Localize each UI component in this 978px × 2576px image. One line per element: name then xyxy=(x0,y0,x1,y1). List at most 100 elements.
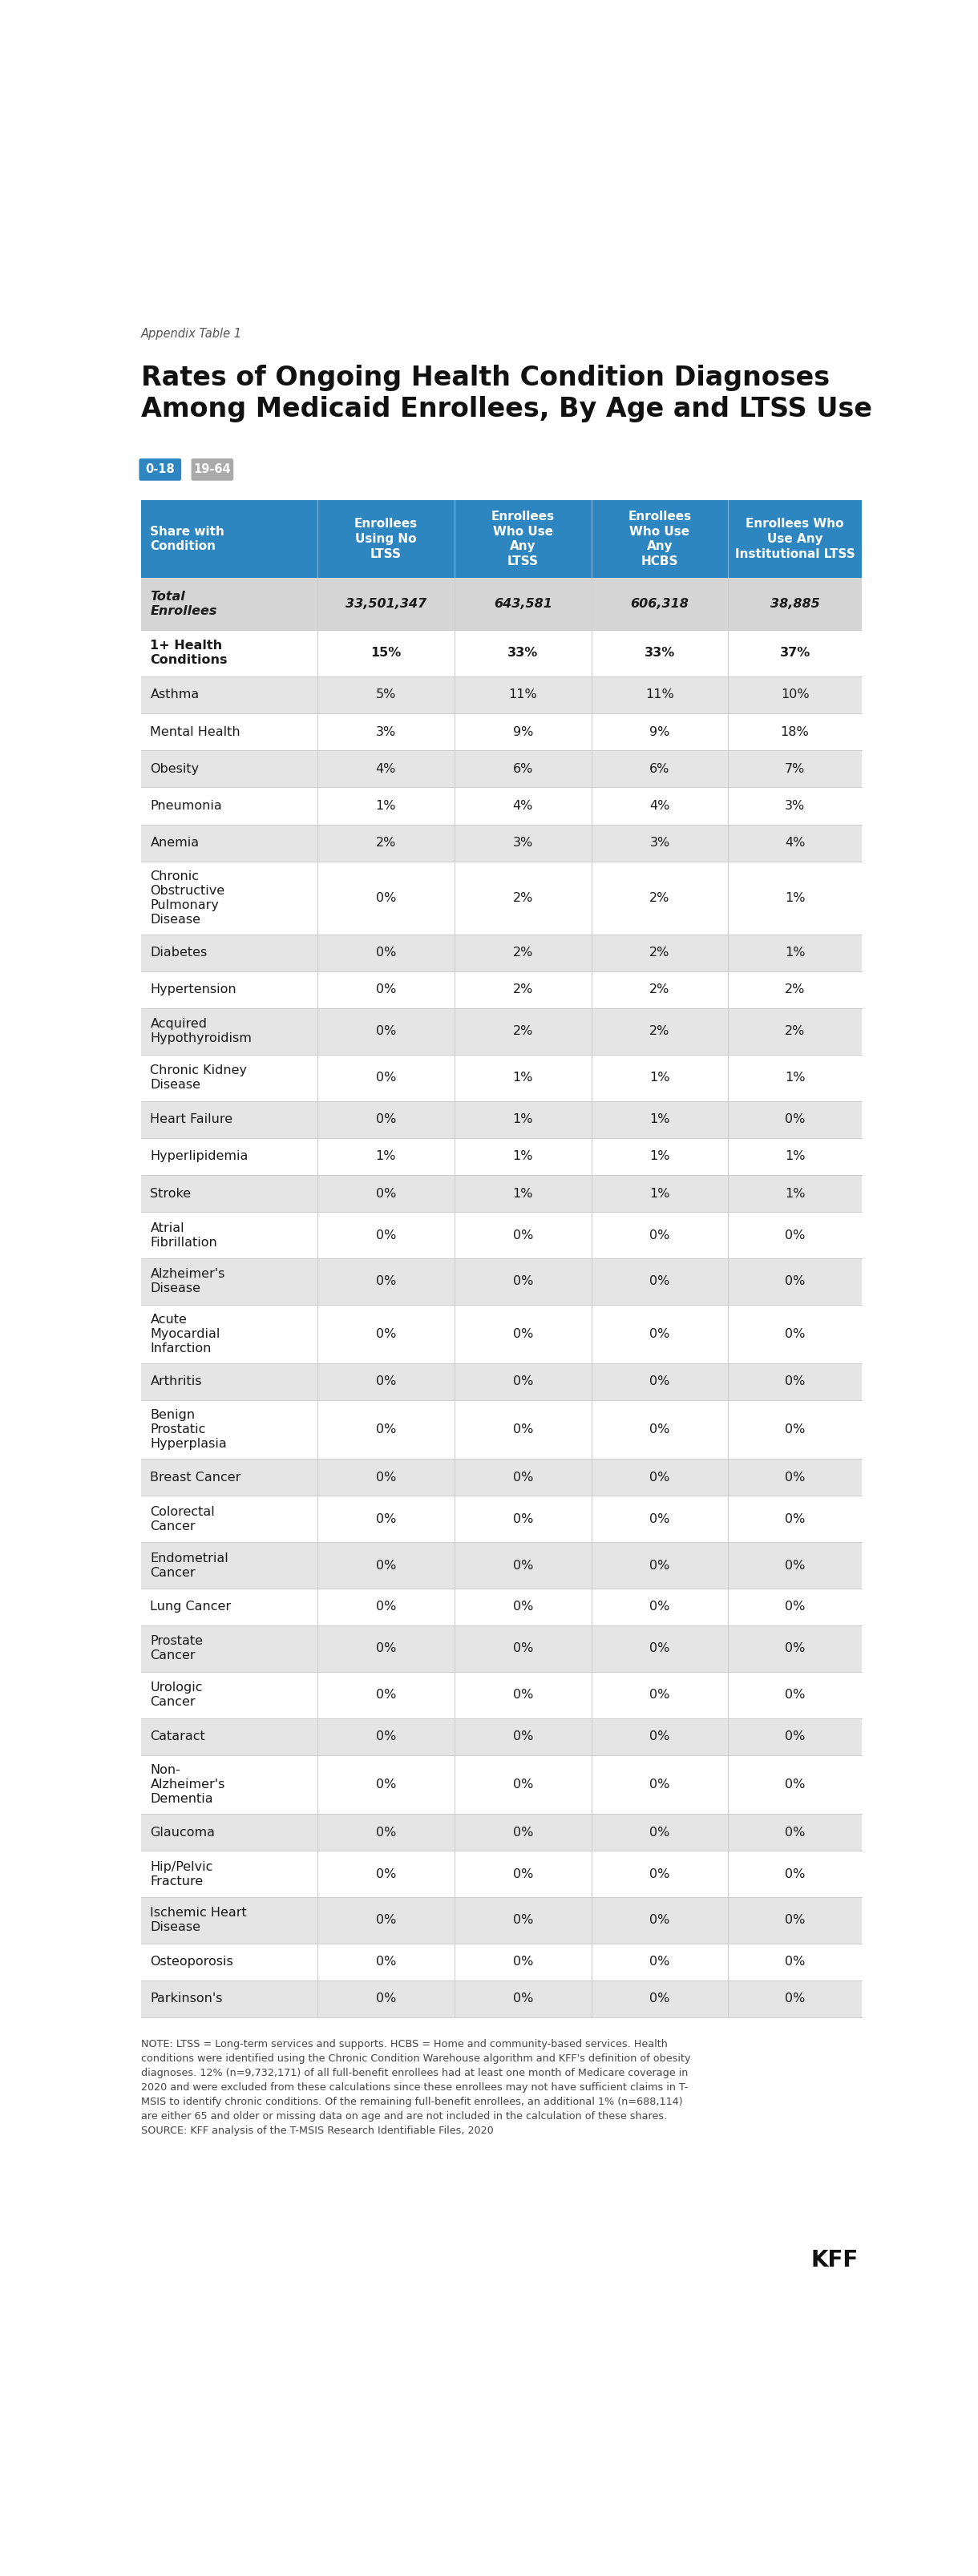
Text: 0%: 0% xyxy=(649,1327,670,1340)
Text: 1%: 1% xyxy=(649,1072,670,1084)
FancyBboxPatch shape xyxy=(141,1625,862,1672)
FancyBboxPatch shape xyxy=(141,1175,862,1213)
Text: 0%: 0% xyxy=(512,1731,533,1741)
Text: 1%: 1% xyxy=(376,1151,396,1162)
FancyBboxPatch shape xyxy=(141,1007,862,1054)
Text: 0%: 0% xyxy=(512,1425,533,1435)
Text: 0%: 0% xyxy=(376,1229,396,1242)
FancyBboxPatch shape xyxy=(141,1213,862,1257)
Text: 0%: 0% xyxy=(376,1327,396,1340)
Text: Prostate
Cancer: Prostate Cancer xyxy=(151,1636,203,1662)
Text: 3%: 3% xyxy=(376,726,396,737)
Text: 0%: 0% xyxy=(512,1914,533,1927)
Text: Alzheimer's
Disease: Alzheimer's Disease xyxy=(151,1267,225,1296)
Text: Heart Failure: Heart Failure xyxy=(151,1113,233,1126)
Text: 1%: 1% xyxy=(512,1072,533,1084)
Text: 2%: 2% xyxy=(512,984,533,997)
Text: Asthma: Asthma xyxy=(151,688,200,701)
Text: Breast Cancer: Breast Cancer xyxy=(151,1471,242,1484)
Text: 0%: 0% xyxy=(512,1868,533,1880)
FancyBboxPatch shape xyxy=(141,1303,862,1363)
Text: Non-
Alzheimer's
Dementia: Non- Alzheimer's Dementia xyxy=(151,1765,225,1806)
FancyBboxPatch shape xyxy=(141,860,862,935)
Text: 33%: 33% xyxy=(508,647,538,659)
Text: Arthritis: Arthritis xyxy=(151,1376,201,1388)
Text: 0%: 0% xyxy=(512,1558,533,1571)
Text: 1%: 1% xyxy=(784,1072,805,1084)
Text: 6%: 6% xyxy=(512,762,533,775)
Text: 3%: 3% xyxy=(512,837,533,850)
FancyBboxPatch shape xyxy=(141,1589,862,1625)
Text: 0%: 0% xyxy=(376,1471,396,1484)
Text: 0%: 0% xyxy=(512,1471,533,1484)
Text: 1%: 1% xyxy=(784,1151,805,1162)
Text: 1+ Health
Conditions: 1+ Health Conditions xyxy=(151,639,228,667)
Text: 0%: 0% xyxy=(649,1471,670,1484)
FancyBboxPatch shape xyxy=(139,459,181,482)
Text: Hypertension: Hypertension xyxy=(151,984,237,997)
Text: 0%: 0% xyxy=(784,1327,805,1340)
FancyBboxPatch shape xyxy=(141,1100,862,1139)
Text: 0%: 0% xyxy=(649,1558,670,1571)
FancyBboxPatch shape xyxy=(141,971,862,1007)
Text: 1%: 1% xyxy=(784,948,805,958)
FancyBboxPatch shape xyxy=(141,1718,862,1754)
Text: Rates of Ongoing Health Condition Diagnoses
Among Medicaid Enrollees, By Age and: Rates of Ongoing Health Condition Diagno… xyxy=(141,366,872,422)
Text: 0%: 0% xyxy=(784,1113,805,1126)
FancyBboxPatch shape xyxy=(141,788,862,824)
Text: 0%: 0% xyxy=(784,1690,805,1700)
Text: 0%: 0% xyxy=(649,1826,670,1839)
Text: 0%: 0% xyxy=(512,1275,533,1288)
Text: 33,501,347: 33,501,347 xyxy=(345,598,426,611)
Text: 10%: 10% xyxy=(780,688,809,701)
Text: 3%: 3% xyxy=(649,837,670,850)
Text: 0-18: 0-18 xyxy=(146,464,175,477)
Text: 0%: 0% xyxy=(649,1229,670,1242)
Text: 0%: 0% xyxy=(376,948,396,958)
Text: 6%: 6% xyxy=(649,762,670,775)
Text: Ischemic Heart
Disease: Ischemic Heart Disease xyxy=(151,1906,247,1935)
Text: 0%: 0% xyxy=(784,1425,805,1435)
Text: Hip/Pelvic
Fracture: Hip/Pelvic Fracture xyxy=(151,1860,213,1888)
Text: 0%: 0% xyxy=(649,1868,670,1880)
Text: 0%: 0% xyxy=(784,1955,805,1968)
Text: 0%: 0% xyxy=(784,1731,805,1741)
Text: 0%: 0% xyxy=(784,1512,805,1525)
Text: 0%: 0% xyxy=(512,1600,533,1613)
Text: 1%: 1% xyxy=(784,1188,805,1200)
Text: NOTE: LTSS = Long-term services and supports. HCBS = Home and community-based se: NOTE: LTSS = Long-term services and supp… xyxy=(141,2040,690,2136)
Text: 2%: 2% xyxy=(649,891,670,904)
Text: 2%: 2% xyxy=(512,891,533,904)
FancyBboxPatch shape xyxy=(141,631,862,677)
Text: Atrial
Fibrillation: Atrial Fibrillation xyxy=(151,1221,217,1249)
Text: 1%: 1% xyxy=(512,1151,533,1162)
Text: Benign
Prostatic
Hyperplasia: Benign Prostatic Hyperplasia xyxy=(151,1409,227,1450)
Text: 0%: 0% xyxy=(649,1512,670,1525)
Text: 0%: 0% xyxy=(376,1955,396,1968)
Text: 0%: 0% xyxy=(512,1512,533,1525)
Text: 0%: 0% xyxy=(376,1376,396,1388)
FancyBboxPatch shape xyxy=(141,1896,862,1942)
Text: 2%: 2% xyxy=(512,948,533,958)
FancyBboxPatch shape xyxy=(141,1458,862,1497)
FancyBboxPatch shape xyxy=(141,1139,862,1175)
Text: 1%: 1% xyxy=(512,1188,533,1200)
Text: 0%: 0% xyxy=(376,1690,396,1700)
Text: 0%: 0% xyxy=(376,1994,396,2004)
Text: Enrollees
Who Use
Any
HCBS: Enrollees Who Use Any HCBS xyxy=(628,510,691,567)
Text: 4%: 4% xyxy=(784,837,805,850)
Text: Appendix Table 1: Appendix Table 1 xyxy=(141,327,242,340)
Text: 11%: 11% xyxy=(645,688,674,701)
FancyBboxPatch shape xyxy=(141,1814,862,1850)
Text: 0%: 0% xyxy=(649,1777,670,1790)
Text: 11%: 11% xyxy=(509,688,537,701)
Text: 0%: 0% xyxy=(376,1512,396,1525)
Text: 2%: 2% xyxy=(512,1025,533,1038)
Text: 37%: 37% xyxy=(779,647,810,659)
Text: 0%: 0% xyxy=(376,1072,396,1084)
FancyBboxPatch shape xyxy=(141,677,862,714)
Text: 4%: 4% xyxy=(376,762,396,775)
FancyBboxPatch shape xyxy=(141,1054,862,1100)
Text: 0%: 0% xyxy=(784,1914,805,1927)
Text: 0%: 0% xyxy=(512,1955,533,1968)
